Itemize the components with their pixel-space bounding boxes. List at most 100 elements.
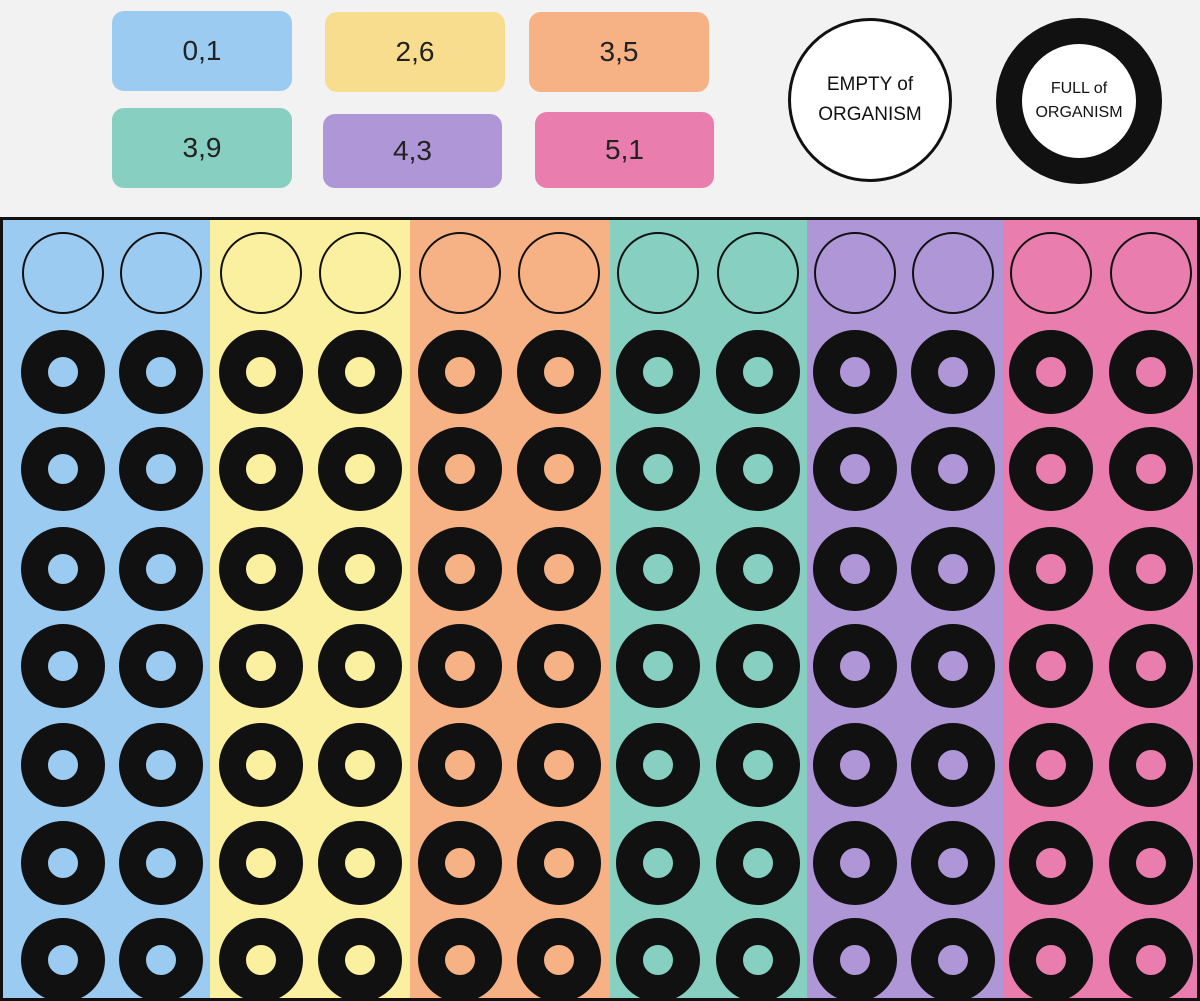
well-full: [219, 624, 303, 708]
well-full: [21, 723, 105, 807]
well-empty: [814, 232, 896, 314]
well-full: [911, 723, 995, 807]
legend-chip-label: 3,5: [599, 36, 639, 67]
well-full: [813, 723, 897, 807]
well-full: [616, 624, 700, 708]
legend-chip-2: 3,5: [529, 12, 709, 92]
well-full: [418, 821, 502, 905]
well-full: [517, 918, 601, 998]
well-full: [911, 624, 995, 708]
legend-chip-3: 3,9: [112, 108, 292, 188]
well-empty: [220, 232, 302, 314]
well-full: [1109, 527, 1193, 611]
well-full: [418, 427, 502, 511]
well-full: [219, 723, 303, 807]
well-full: [911, 527, 995, 611]
well-full: [813, 527, 897, 611]
well-full: [616, 330, 700, 414]
well-full: [318, 427, 402, 511]
well-full: [716, 527, 800, 611]
well-full: [318, 918, 402, 998]
well-full: [418, 723, 502, 807]
well-empty: [1010, 232, 1092, 314]
legend-chip-4: 4,3: [323, 114, 502, 188]
key-full-line1: FULL of: [1050, 80, 1108, 97]
well-full: [418, 527, 502, 611]
well-full: [716, 821, 800, 905]
well-full: [813, 821, 897, 905]
well-full: [716, 723, 800, 807]
well-full: [318, 527, 402, 611]
well-empty: [617, 232, 699, 314]
well-full: [418, 330, 502, 414]
well-full: [517, 821, 601, 905]
well-full: [1009, 527, 1093, 611]
legend-chip-1: 2,6: [325, 12, 505, 92]
well-full: [813, 918, 897, 998]
well-full: [119, 527, 203, 611]
well-full: [418, 918, 502, 998]
well-full: [616, 527, 700, 611]
well-empty: [419, 232, 501, 314]
well-full: [911, 918, 995, 998]
well-full: [219, 821, 303, 905]
well-full: [219, 330, 303, 414]
well-full: [21, 918, 105, 998]
well-full: [1109, 918, 1193, 998]
well-full: [517, 330, 601, 414]
well-full: [616, 918, 700, 998]
well-plate: [0, 217, 1200, 1001]
well-full: [219, 918, 303, 998]
key-empty-line1: EMPTY of: [826, 74, 914, 95]
well-full: [813, 330, 897, 414]
well-full: [616, 821, 700, 905]
well-full: [616, 723, 700, 807]
legend-chip-label: 5,1: [605, 134, 644, 165]
well-full: [517, 624, 601, 708]
well-full: [1009, 821, 1093, 905]
well-full: [1009, 624, 1093, 708]
well-full: [318, 624, 402, 708]
well-full: [1009, 427, 1093, 511]
well-full: [219, 527, 303, 611]
well-full: [616, 427, 700, 511]
key-full-well: FULL of ORGANISM: [996, 18, 1162, 184]
well-full: [517, 427, 601, 511]
well-empty: [518, 232, 600, 314]
well-full: [119, 427, 203, 511]
well-full: [716, 427, 800, 511]
well-empty: [717, 232, 799, 314]
well-empty: [912, 232, 994, 314]
well-full: [1009, 723, 1093, 807]
well-full: [1109, 821, 1193, 905]
key-empty-well: EMPTY of ORGANISM: [788, 18, 952, 182]
legend-chip-label: 0,1: [182, 35, 222, 66]
well-empty: [319, 232, 401, 314]
well-full: [1109, 330, 1193, 414]
well-full: [119, 624, 203, 708]
well-full: [716, 330, 800, 414]
well-full: [716, 624, 800, 708]
well-full: [21, 330, 105, 414]
legend-chip-5: 5,1: [535, 112, 714, 188]
legend-chip-label: 4,3: [393, 135, 432, 166]
well-full: [21, 624, 105, 708]
well-full: [318, 723, 402, 807]
well-full: [1009, 330, 1093, 414]
well-full: [1109, 427, 1193, 511]
well-full: [119, 918, 203, 998]
well-full: [1109, 723, 1193, 807]
well-full: [517, 527, 601, 611]
legend-chip-0: 0,1: [112, 11, 292, 91]
well-empty: [22, 232, 104, 314]
well-full: [21, 527, 105, 611]
well-full: [911, 330, 995, 414]
well-full: [318, 821, 402, 905]
well-full: [911, 427, 995, 511]
well-full: [716, 918, 800, 998]
well-full: [911, 821, 995, 905]
well-full: [119, 723, 203, 807]
well-full: [119, 330, 203, 414]
well-full: [418, 624, 502, 708]
well-full: [1009, 918, 1093, 998]
